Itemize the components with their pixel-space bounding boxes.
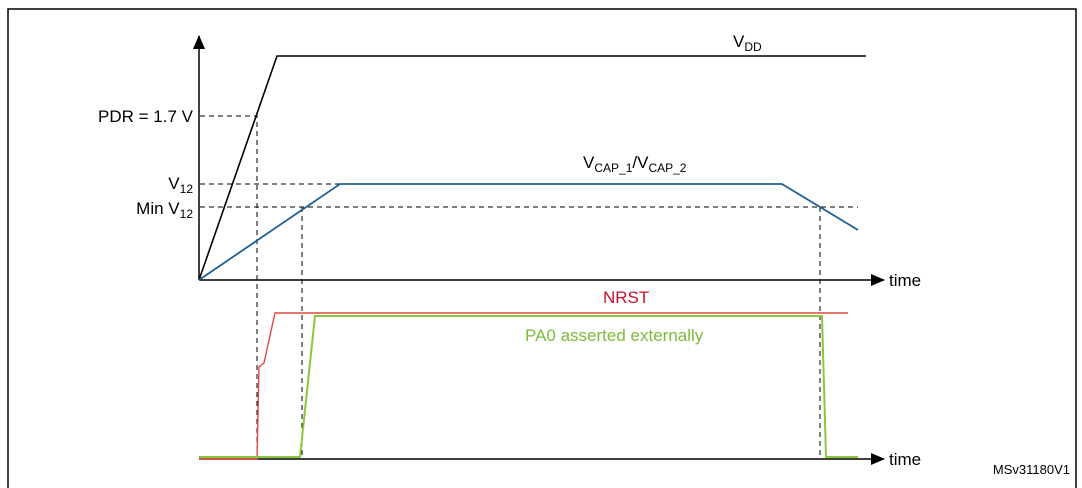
time-label: time bbox=[889, 450, 921, 469]
min-v12-label: Min V12 bbox=[136, 199, 193, 221]
label-main: V bbox=[168, 174, 180, 193]
pdr-label: PDR = 1.7 V bbox=[98, 107, 194, 126]
frame bbox=[7, 8, 1077, 488]
label-main: V bbox=[733, 32, 745, 51]
vcap-curve bbox=[198, 183, 859, 281]
vdd-curve bbox=[198, 55, 866, 281]
label-main: Min V bbox=[136, 199, 180, 218]
guides bbox=[200, 115, 858, 459]
pa0-label: PA0 asserted externally bbox=[525, 326, 704, 345]
label-sub: 12 bbox=[180, 182, 194, 196]
label-sub: 12 bbox=[180, 207, 194, 221]
time-label: time bbox=[889, 271, 921, 290]
label-sub: CAP_2 bbox=[648, 161, 686, 175]
nrst-label: NRST bbox=[603, 288, 649, 307]
figure-id: MSv31180V1 bbox=[993, 462, 1070, 477]
label-main: V bbox=[583, 153, 595, 172]
pa0-signal bbox=[199, 315, 858, 458]
vcap-label: VCAP_1/VCAP_2 bbox=[583, 153, 687, 175]
label-sub: CAP_1 bbox=[594, 161, 632, 175]
label-sub: DD bbox=[744, 40, 762, 54]
v12-label: V12 bbox=[168, 174, 193, 196]
label-main: /V bbox=[632, 153, 649, 172]
vdd-label: VDD bbox=[733, 32, 762, 54]
nrst-signal bbox=[199, 312, 848, 460]
